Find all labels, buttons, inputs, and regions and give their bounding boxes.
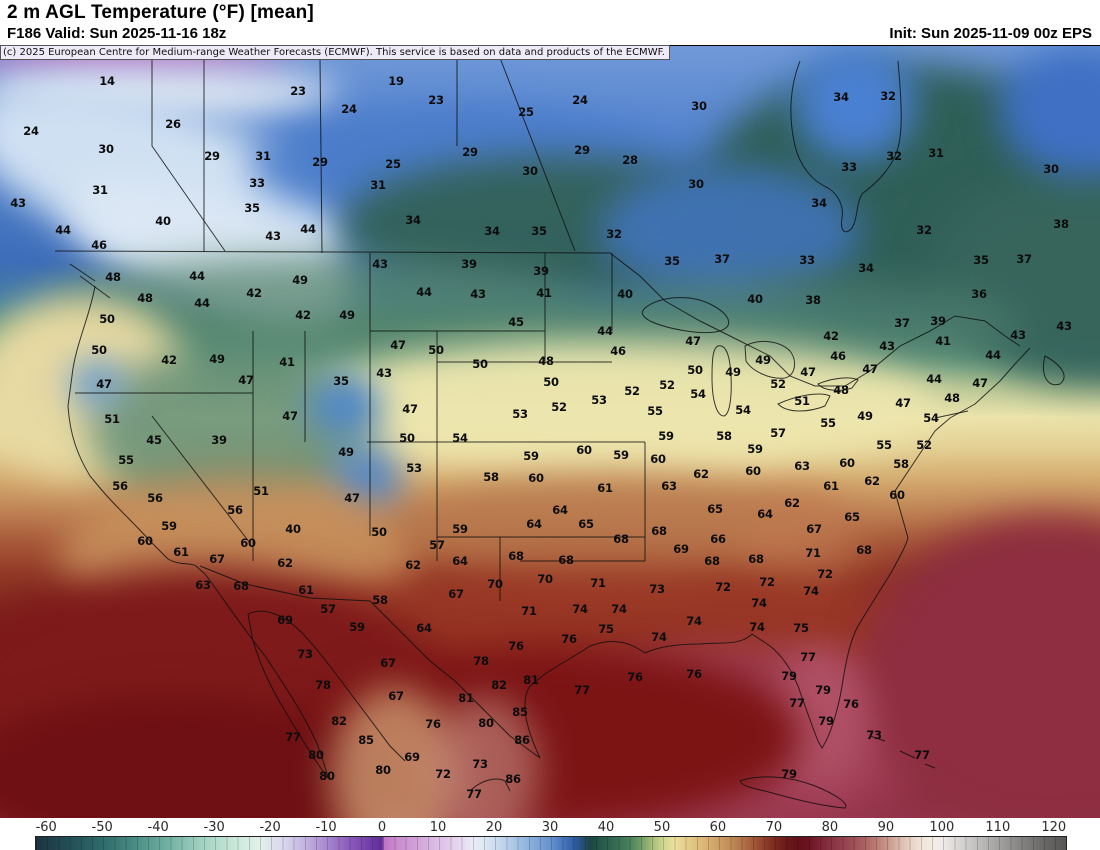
us-state-borders xyxy=(75,253,646,601)
pivotal-weather-logo: piv tal weather xyxy=(778,815,1100,819)
forecast-map: www.pivotalweather.com piv xyxy=(0,45,1100,820)
atlantic-coastline xyxy=(857,347,1065,627)
colorbar-gradient xyxy=(35,836,1067,850)
colorbar-tick-label: -40 xyxy=(147,820,169,835)
caribbean-coastlines xyxy=(469,735,936,809)
colorbar: -60 -50 -40 -30 -20 -10 0 10 20 30 40 50 60 70 80 90 100… xyxy=(0,818,1100,850)
map-header: 2 m AGL Temperature (°F) [mean] F186 Val… xyxy=(0,0,1100,45)
gulf-coastline xyxy=(524,625,859,759)
field-region-ontario-blue xyxy=(600,166,860,296)
colorbar-tick-label: -60 xyxy=(35,820,57,835)
field-region-yellowstone-cold xyxy=(310,376,380,436)
pacific-coastline xyxy=(67,263,406,779)
colorbar-tick-label: 30 xyxy=(541,820,559,835)
colorbar-tick-label: 90 xyxy=(877,820,895,835)
colorbar-tick-label: -50 xyxy=(91,820,113,835)
copyright-notice: (c) 2025 European Centre for Medium-rang… xyxy=(0,45,670,60)
colorbar-tick-label: 60 xyxy=(709,820,727,835)
provincial-borders xyxy=(151,57,576,254)
page-title: 2 m AGL Temperature (°F) [mean] xyxy=(7,2,314,23)
colorbar-tick-label: 110 xyxy=(985,820,1011,835)
canada-us-border xyxy=(54,250,1021,387)
great-lakes xyxy=(641,297,859,417)
geo-boundaries xyxy=(54,57,1065,809)
init-time-label: Init: Sun 2025-11-09 00z EPS xyxy=(889,25,1092,42)
colorbar-tick-label: 10 xyxy=(429,820,447,835)
logo-text-right: tal weather xyxy=(871,815,1100,819)
colorbar-tick-label: 50 xyxy=(653,820,671,835)
field-region-cascades-cold xyxy=(70,361,125,406)
colorbar-tick-label: 100 xyxy=(929,820,955,835)
valid-time-label: F186 Valid: Sun 2025-11-16 18z xyxy=(7,25,227,42)
colorbar-tick-label: -10 xyxy=(315,820,337,835)
colorbar-tick-label: 80 xyxy=(821,820,839,835)
colorbar-tick-label: 20 xyxy=(485,820,503,835)
field-region-plains-yellow xyxy=(300,341,940,471)
logo-text-left: piv xyxy=(778,815,839,819)
field-region-hudson-bay xyxy=(795,46,915,161)
field-region-mexico-highlands xyxy=(430,696,540,819)
colorbar-tick-label: 40 xyxy=(597,820,615,835)
colorbar-tick-label: 0 xyxy=(377,820,387,835)
colorbar-tick-label: -20 xyxy=(259,820,281,835)
colorbar-tick-label: 70 xyxy=(765,820,783,835)
colorbar-tick-label: 120 xyxy=(1041,820,1067,835)
hudson-bay-coastline xyxy=(790,60,902,233)
colorbar-tick-label: -30 xyxy=(203,820,225,835)
mexico-border-rio-grande xyxy=(199,565,541,759)
